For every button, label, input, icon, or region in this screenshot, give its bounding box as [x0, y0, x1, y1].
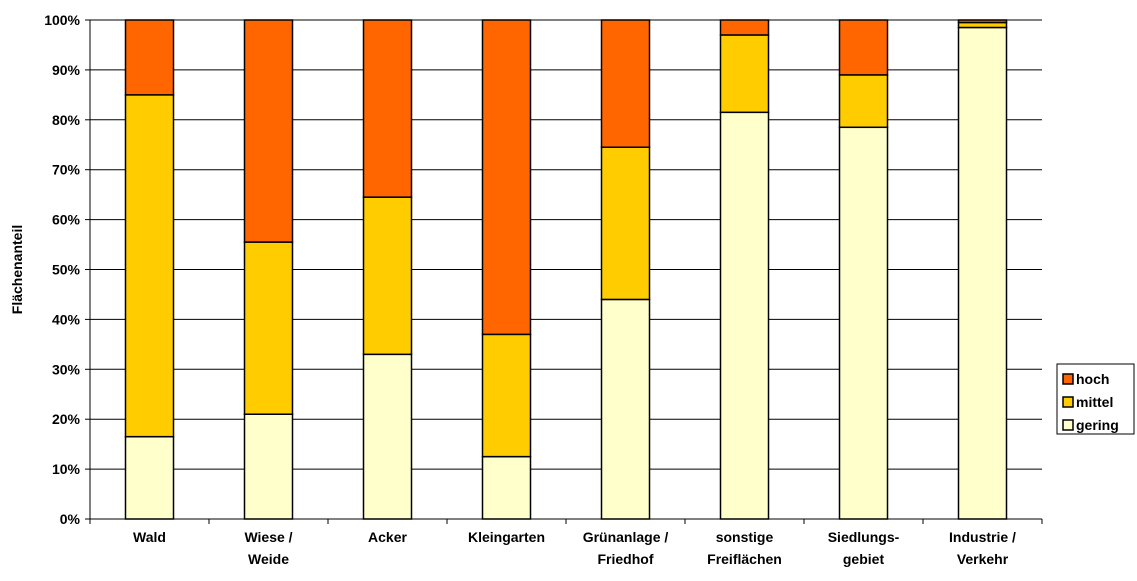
bar-segment-hoch	[838, 19, 889, 76]
x-tick-label-line: sonstige	[716, 529, 774, 545]
y-tick-label: 60%	[52, 212, 81, 228]
y-tick-label: 100%	[44, 12, 80, 28]
bars	[124, 19, 1008, 520]
bar-segment-mittel	[124, 94, 175, 438]
y-tick-label: 20%	[52, 411, 81, 427]
legend-swatch-gering	[1062, 419, 1074, 431]
x-tick-label-line: Acker	[368, 529, 407, 545]
bar-segment-hoch	[243, 19, 294, 243]
bar-segment-hoch	[481, 19, 532, 336]
x-tick-label: Wiese / Weide	[244, 529, 292, 567]
bar-segment-hoch	[957, 19, 1008, 24]
bar-segment-hoch	[362, 19, 413, 198]
x-tick-label: Siedlungs-gebiet	[828, 529, 900, 567]
bar-segment-gering	[838, 126, 889, 520]
y-tick-label: 50%	[52, 262, 81, 278]
x-tick-labels: Wald Wiese / Weide Acker Kleingarten Grünanla…	[133, 529, 1016, 567]
bar-stack	[719, 19, 770, 520]
bar-segment-hoch	[124, 19, 175, 96]
x-tick-label-line: Freiflächen	[707, 551, 782, 567]
bar-stack	[600, 19, 651, 520]
x-tick-label: Kleingarten	[468, 529, 545, 545]
axes	[89, 20, 1042, 520]
y-axis-label: Flächenanteil	[9, 225, 25, 314]
bar-segment-gering	[957, 26, 1008, 520]
bar-segment-mittel	[481, 333, 532, 458]
legend-swatch-hoch	[1062, 373, 1074, 385]
y-tick-labels: 0% 10% 20% 30% 40% 50% 60% 70% 80% 90% 100%	[44, 12, 80, 527]
y-tick-label: 70%	[52, 162, 81, 178]
bar-stack	[124, 19, 175, 520]
bar-stack	[957, 19, 1008, 520]
y-tick-label: 90%	[52, 62, 81, 78]
bar-segment-mittel	[243, 241, 294, 415]
x-tick-label: Grünanlage / Friedhof	[583, 529, 669, 567]
x-tick-label-line: Weide	[248, 551, 289, 567]
bar-segment-gering	[124, 435, 175, 520]
bar-segment-mittel	[838, 74, 889, 129]
bar-segment-gering	[362, 353, 413, 520]
y-tick-label: 40%	[52, 311, 81, 327]
y-tick-label: 10%	[52, 461, 81, 477]
bar-segment-gering	[600, 298, 651, 520]
legend: hoch mittel gering	[1056, 363, 1135, 435]
bar-stack	[481, 19, 532, 520]
x-tick-label-line: Siedlungs-	[828, 529, 900, 545]
legend-label-mittel: mittel	[1076, 394, 1113, 410]
y-tick-label: 0%	[60, 511, 81, 527]
bar-segment-hoch	[719, 19, 770, 36]
legend-swatch-mittel	[1062, 396, 1074, 408]
x-tick-label-line: Kleingarten	[468, 529, 545, 545]
x-tick-label-line: gebiet	[843, 551, 885, 567]
bar-segment-mittel	[362, 196, 413, 356]
gridlines	[85, 19, 1043, 524]
x-tick-label-line: Verkehr	[957, 551, 1009, 567]
x-tick-label-line: Grünanlage /	[583, 529, 669, 545]
x-tick-label: Industrie / Verkehr	[949, 529, 1016, 567]
legend-label-hoch: hoch	[1076, 371, 1109, 387]
bar-stack	[838, 19, 889, 520]
y-tick-label: 30%	[52, 361, 81, 377]
bar-segment-gering	[243, 413, 294, 520]
x-tick-label-line: Wiese /	[244, 529, 292, 545]
x-tick-label: sonstige Freiflächen	[707, 529, 782, 567]
x-tick-label-line: Wald	[133, 529, 166, 545]
x-tick-label: Acker	[368, 529, 407, 545]
x-tick-label-line: Industrie /	[949, 529, 1016, 545]
bar-segment-hoch	[600, 19, 651, 148]
bar-stack	[362, 19, 413, 520]
y-tick-label: 80%	[52, 112, 81, 128]
x-tick-label: Wald	[133, 529, 166, 545]
legend-label-gering: gering	[1076, 417, 1119, 433]
bar-segment-mittel	[600, 146, 651, 301]
bar-segment-gering	[481, 455, 532, 520]
bar-segment-mittel	[719, 34, 770, 114]
bar-stack	[243, 19, 294, 520]
x-tick-label-line: Friedhof	[598, 551, 654, 567]
bar-segment-gering	[719, 111, 770, 520]
